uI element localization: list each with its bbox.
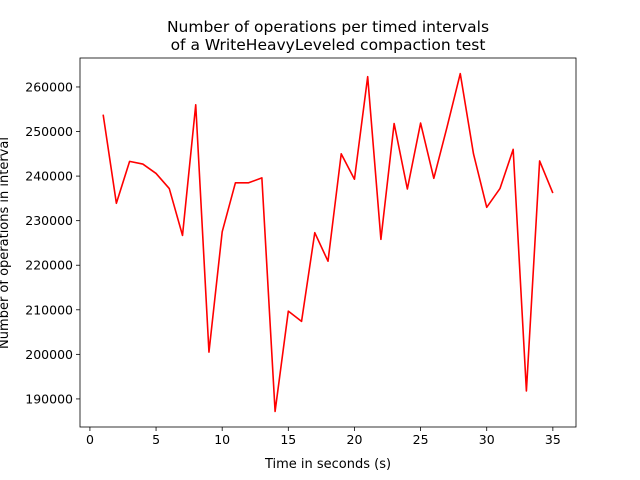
- x-axis-label: Time in seconds (s): [264, 457, 391, 472]
- axes-frame: [79, 57, 577, 428]
- chart-title-line-1: Number of operations per timed intervals: [167, 18, 489, 36]
- x-tick-label: 5: [152, 432, 160, 447]
- x-tick-label: 35: [545, 432, 561, 447]
- y-tick-label: 230000: [25, 213, 73, 228]
- x-tick-label: 0: [86, 432, 94, 447]
- x-tick-label: 10: [214, 432, 230, 447]
- y-tick-label: 240000: [25, 169, 73, 184]
- x-tick-label: 20: [347, 432, 363, 447]
- y-tick-label: 220000: [25, 258, 73, 273]
- plot-area: 0 5 10 15 20 25 30 35 190000 200000 210000 220000 23…: [25, 57, 577, 447]
- series-line: [102, 72, 554, 413]
- y-tick-label: 250000: [25, 124, 73, 139]
- x-tick-label: 25: [413, 432, 429, 447]
- y-tick-label: 210000: [25, 302, 73, 317]
- y-tick-label: 260000: [25, 79, 73, 94]
- y-tick-label: 190000: [25, 391, 73, 406]
- y-tick-label: 200000: [25, 347, 73, 362]
- y-axis-label: Number of operations in interval: [0, 137, 12, 349]
- chart-title-line-2: of a WriteHeavyLeveled compaction test: [171, 36, 486, 54]
- x-tick-label: 30: [479, 432, 495, 447]
- x-tick-label: 15: [280, 432, 296, 447]
